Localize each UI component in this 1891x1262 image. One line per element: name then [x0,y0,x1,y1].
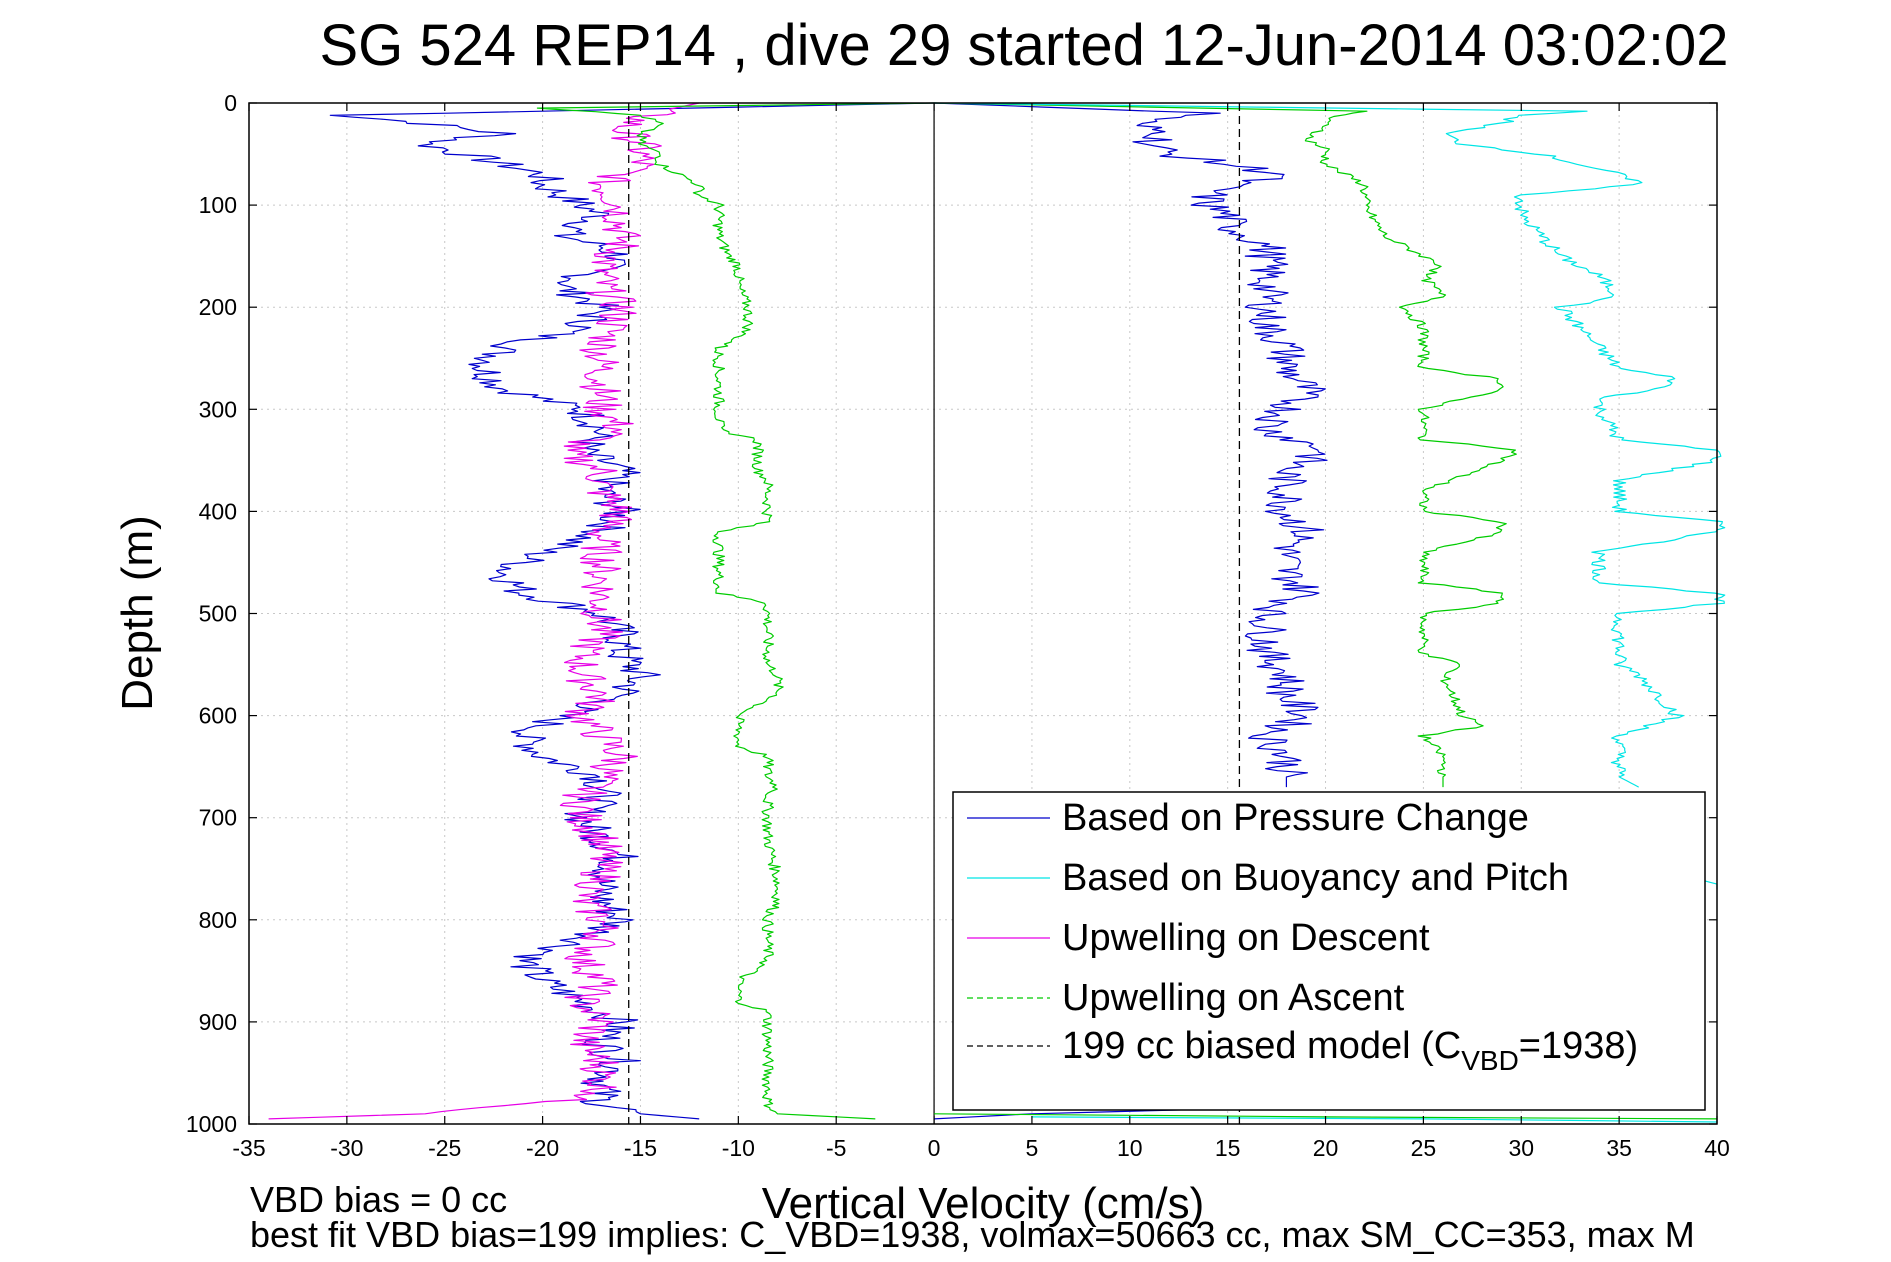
y-tick-label: 600 [199,703,237,729]
legend-label: 199 cc biased model (CVBD=1938) [1062,1025,1638,1076]
x-tick-label: -10 [722,1135,755,1161]
x-tick-label: -30 [330,1135,363,1161]
x-tick-label: 35 [1606,1135,1632,1161]
y-axis-ticks: 0 100 200 300 400 500 600 700 800 900 1000 [186,90,1717,1137]
x-axis-label: Vertical Velocity (cm/s) [762,1179,1205,1228]
x-tick-label: 10 [1117,1135,1143,1161]
y-axis-label: Depth (m) [113,515,162,711]
x-tick-label: -35 [232,1135,265,1161]
x-tick-label: -5 [826,1135,846,1161]
based-on-pressure-change-line [329,102,935,1120]
upwelling-on-ascent-line [536,102,935,1120]
upwelling-on-ascent-line [934,102,1517,788]
y-tick-label: 0 [224,90,237,116]
x-tick-label: 30 [1508,1135,1534,1161]
legend-label: Based on Buoyancy and Pitch [1062,857,1569,899]
x-tick-label: 20 [1313,1135,1339,1161]
y-tick-label: 700 [199,805,237,831]
legend-label: Upwelling on Ascent [1062,977,1405,1019]
y-tick-label: 100 [199,192,237,218]
y-tick-label: 300 [199,396,237,422]
y-tick-label: 200 [199,294,237,320]
footer-line-1: VBD bias = 0 cc [250,1179,507,1220]
legend-box [952,791,1706,1111]
x-tick-label: 0 [928,1135,941,1161]
legend-label: Upwelling on Descent [1062,917,1430,959]
based-on-buoyancy-and-pitch-line [934,102,1726,788]
y-tick-label: 800 [199,907,237,933]
y-tick-label: 400 [199,498,237,524]
x-tick-label: 25 [1411,1135,1437,1161]
x-axis-ticks: -35 -30 -25 -20 -15 -10 -5 0 5 10 15 20 25 30 35 40 [232,103,1730,1161]
chart-legend: Based on Pressure Change Based on Buoyanc… [952,791,1706,1111]
y-tick-label: 900 [199,1009,237,1035]
x-tick-label: 40 [1704,1135,1730,1161]
footer-line-2: best fit VBD bias=199 implies: C_VBD=193… [250,1214,1695,1255]
y-tick-label: 1000 [186,1111,237,1137]
chart-title: SG 524 REP14 , dive 29 started 12-Jun-20… [319,13,1728,78]
y-tick-label: 500 [199,601,237,627]
based-on-pressure-change-line [934,102,1328,788]
x-tick-label: 15 [1215,1135,1241,1161]
x-tick-label: -15 [624,1135,657,1161]
x-tick-label: -25 [428,1135,461,1161]
upwelling-on-descent-line [268,102,700,1120]
x-tick-label: 5 [1026,1135,1039,1161]
legend-label: Based on Pressure Change [1062,797,1529,839]
x-tick-label: -20 [526,1135,559,1161]
